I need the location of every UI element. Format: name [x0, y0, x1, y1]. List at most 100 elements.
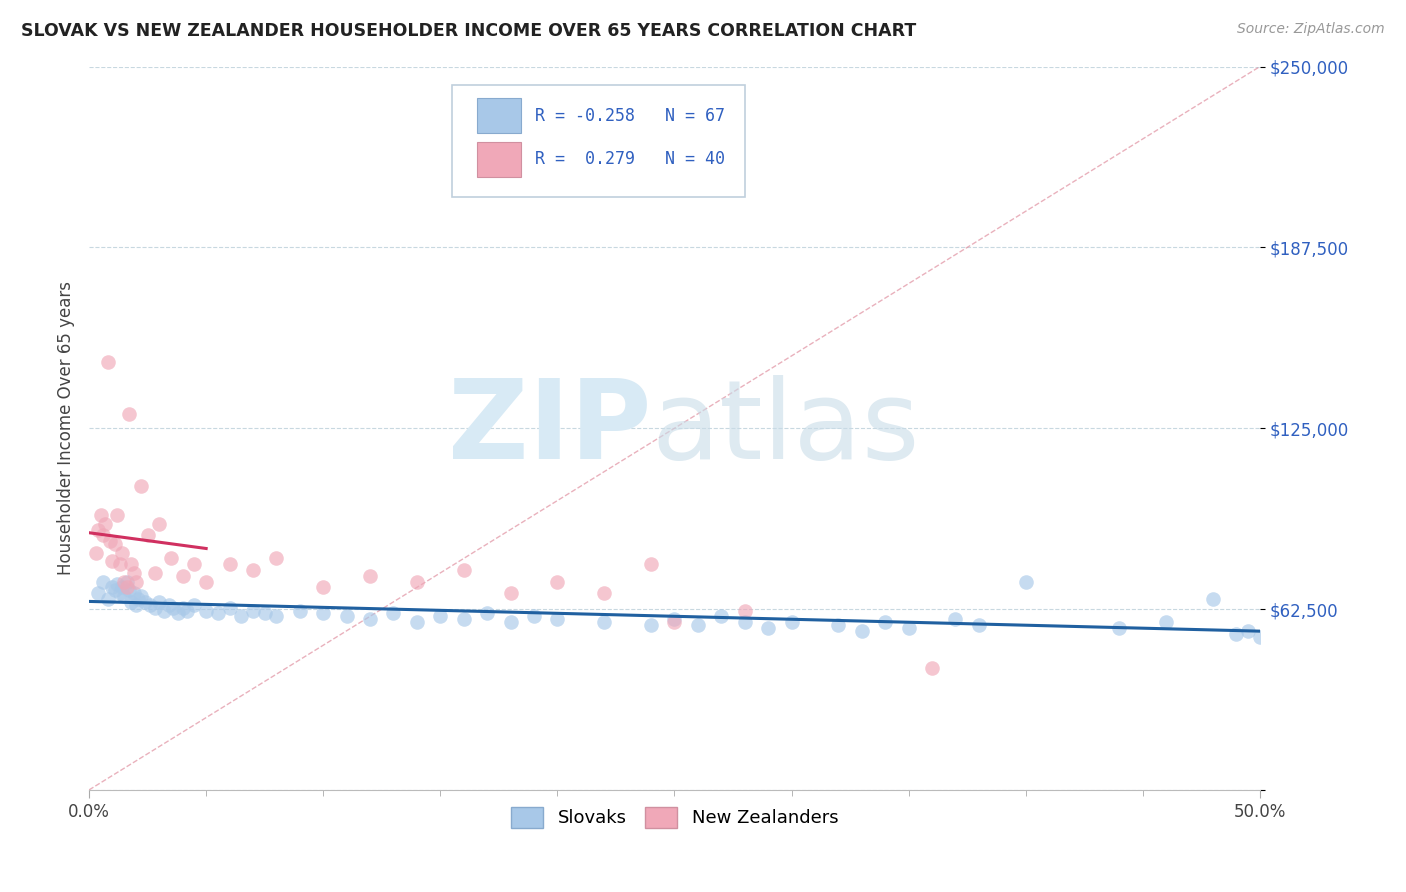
Point: [118, 407, 141, 421]
Point: [640, 618, 662, 632]
Point: [499, 586, 522, 600]
Point: [266, 609, 288, 624]
Point: [1015, 574, 1038, 589]
Point: [148, 516, 170, 531]
Point: [172, 600, 194, 615]
Point: [546, 612, 568, 626]
Point: [87, 523, 110, 537]
FancyBboxPatch shape: [451, 85, 745, 197]
Point: [122, 566, 145, 580]
Point: [242, 603, 264, 617]
Point: [827, 618, 849, 632]
Point: [101, 554, 124, 568]
Text: atlas: atlas: [651, 375, 920, 482]
Point: [112, 574, 135, 589]
Point: [406, 574, 429, 589]
Point: [359, 612, 381, 626]
Point: [97, 355, 120, 369]
Point: [139, 598, 162, 612]
Point: [98, 534, 121, 549]
Point: [104, 537, 127, 551]
Point: [253, 607, 276, 621]
Text: R = -0.258   N = 67: R = -0.258 N = 67: [536, 107, 725, 125]
Point: [115, 581, 138, 595]
Point: [453, 563, 475, 577]
Point: [218, 558, 240, 572]
Point: [111, 546, 134, 560]
Point: [112, 589, 135, 603]
Point: [593, 586, 616, 600]
Point: [756, 621, 779, 635]
Point: [664, 612, 686, 626]
Point: [710, 609, 733, 624]
Point: [87, 586, 110, 600]
Point: [160, 551, 183, 566]
Point: [108, 558, 131, 572]
FancyBboxPatch shape: [477, 98, 522, 133]
Point: [593, 615, 616, 629]
Point: [312, 607, 335, 621]
Point: [266, 551, 288, 566]
Point: [108, 586, 131, 600]
Point: [122, 586, 145, 600]
Point: [143, 566, 166, 580]
Point: [406, 615, 429, 629]
Point: [105, 508, 128, 522]
Point: [129, 479, 152, 493]
Point: [1154, 615, 1177, 629]
Point: [104, 583, 127, 598]
Point: [1249, 630, 1271, 644]
Point: [105, 577, 128, 591]
Point: [429, 609, 451, 624]
Point: [148, 595, 170, 609]
Point: [875, 615, 897, 629]
Point: [686, 618, 709, 632]
Point: [84, 546, 107, 560]
Point: [157, 598, 180, 612]
Text: ZIP: ZIP: [447, 375, 651, 482]
Point: [183, 598, 205, 612]
Point: [125, 574, 148, 589]
Point: [640, 558, 662, 572]
Point: [136, 528, 159, 542]
Point: [129, 589, 152, 603]
Point: [780, 615, 803, 629]
Point: [153, 603, 176, 617]
Point: [499, 615, 522, 629]
Point: [1108, 621, 1130, 635]
Y-axis label: Householder Income Over 65 years: Householder Income Over 65 years: [58, 281, 75, 575]
Point: [115, 574, 138, 589]
Point: [546, 574, 568, 589]
Point: [172, 569, 194, 583]
Point: [664, 615, 686, 629]
Point: [91, 574, 114, 589]
Point: [359, 569, 381, 583]
Text: Source: ZipAtlas.com: Source: ZipAtlas.com: [1237, 22, 1385, 37]
Point: [1202, 591, 1225, 606]
Point: [127, 591, 149, 606]
Point: [90, 508, 112, 522]
Legend: Slovaks, New Zealanders: Slovaks, New Zealanders: [503, 800, 845, 835]
Point: [195, 603, 218, 617]
Point: [897, 621, 920, 635]
Text: R =  0.279   N = 40: R = 0.279 N = 40: [536, 150, 725, 169]
Point: [183, 558, 205, 572]
Point: [207, 607, 229, 621]
Point: [94, 516, 117, 531]
Point: [218, 600, 240, 615]
Point: [97, 591, 120, 606]
Text: SLOVAK VS NEW ZEALANDER HOUSEHOLDER INCOME OVER 65 YEARS CORRELATION CHART: SLOVAK VS NEW ZEALANDER HOUSEHOLDER INCO…: [21, 22, 917, 40]
Point: [134, 595, 156, 609]
Point: [91, 528, 114, 542]
Point: [288, 603, 311, 617]
Point: [1225, 626, 1247, 640]
Point: [111, 581, 134, 595]
Point: [523, 609, 546, 624]
Point: [231, 609, 253, 624]
Point: [167, 607, 190, 621]
Point: [312, 581, 335, 595]
Point: [453, 612, 475, 626]
Point: [734, 603, 756, 617]
Point: [945, 612, 967, 626]
Point: [242, 563, 264, 577]
